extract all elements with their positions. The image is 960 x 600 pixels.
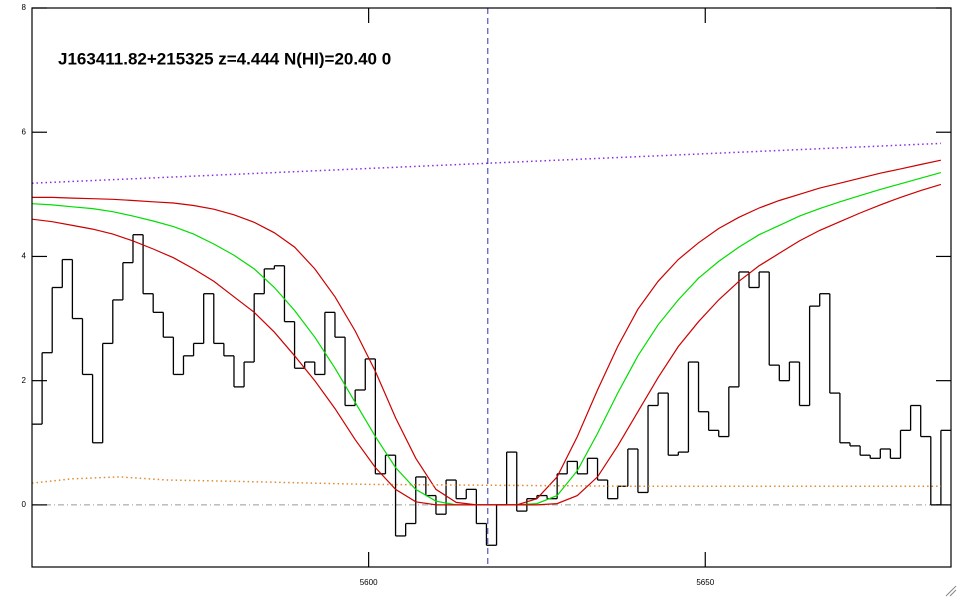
plot-frame (31, 7, 952, 568)
y-tick-label: 6 (22, 127, 27, 136)
annotation: J163411.82+215325 z=4.444 N(HI)=20.40 0 (58, 49, 391, 68)
resize-grip (945, 585, 957, 597)
y-tick-label: 0 (22, 500, 27, 509)
y-tick-label: 4 (22, 252, 27, 261)
x-tick-label: 5600 (360, 578, 378, 587)
dotted-curve (32, 142, 941, 184)
x-tick-label: 5650 (696, 578, 714, 587)
model-curve (32, 183, 942, 506)
y-tick-label: 2 (22, 376, 27, 385)
y-tick-label: 8 (22, 3, 27, 12)
